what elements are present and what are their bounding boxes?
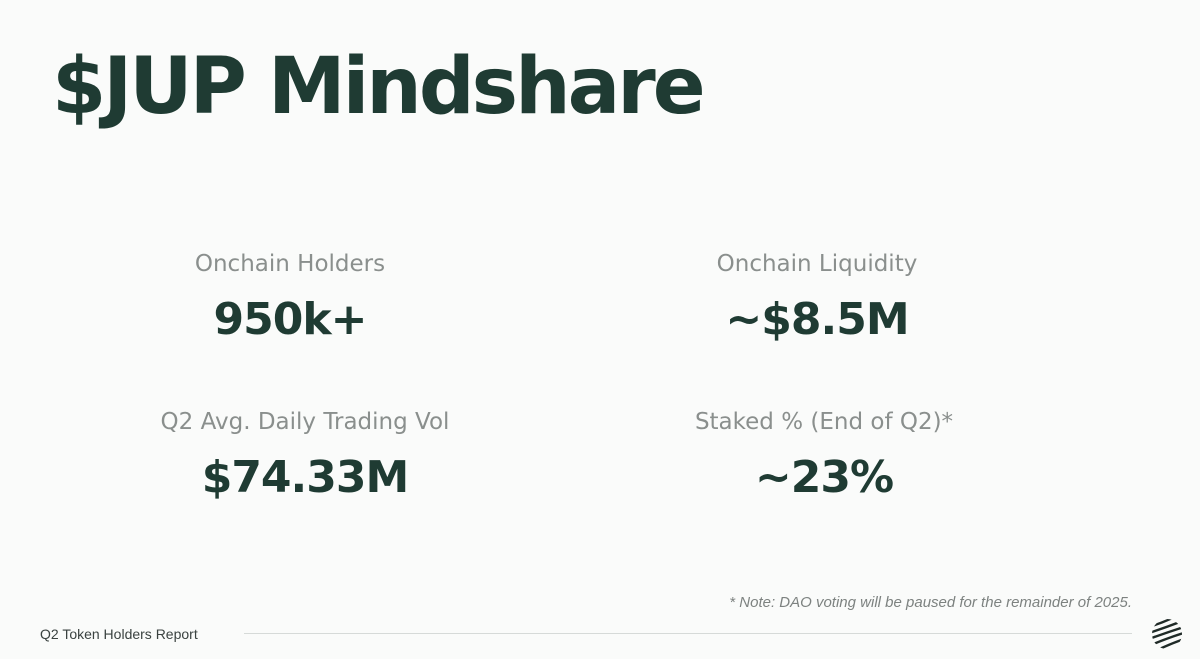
footer-report-name: Q2 Token Holders Report: [40, 626, 198, 642]
stat-label: Q2 Avg. Daily Trading Vol: [160, 409, 450, 435]
footer-divider: [244, 633, 1132, 634]
slide-title: $JUP Mindshare: [52, 42, 706, 132]
stat-onchain-holders: Onchain Holders 950k+: [70, 253, 510, 342]
stat-label: Staked % (End of Q2)*: [694, 409, 954, 435]
stat-value: 950k+: [213, 294, 368, 345]
stat-value: $74.33M: [201, 452, 410, 503]
jupiter-logo-icon: [1152, 619, 1182, 649]
stat-value: ~23%: [754, 452, 894, 503]
stat-staked-percent: Staked % (End of Q2)* ~23%: [604, 411, 1044, 500]
footnote: * Note: DAO voting will be paused for th…: [729, 594, 1132, 611]
stat-daily-trading-volume: Q2 Avg. Daily Trading Vol $74.33M: [85, 411, 525, 500]
stat-value: ~$8.5M: [725, 294, 909, 345]
stat-onchain-liquidity: Onchain Liquidity ~$8.5M: [597, 253, 1037, 342]
stat-label: Onchain Liquidity: [716, 251, 918, 277]
stat-label: Onchain Holders: [194, 251, 386, 277]
